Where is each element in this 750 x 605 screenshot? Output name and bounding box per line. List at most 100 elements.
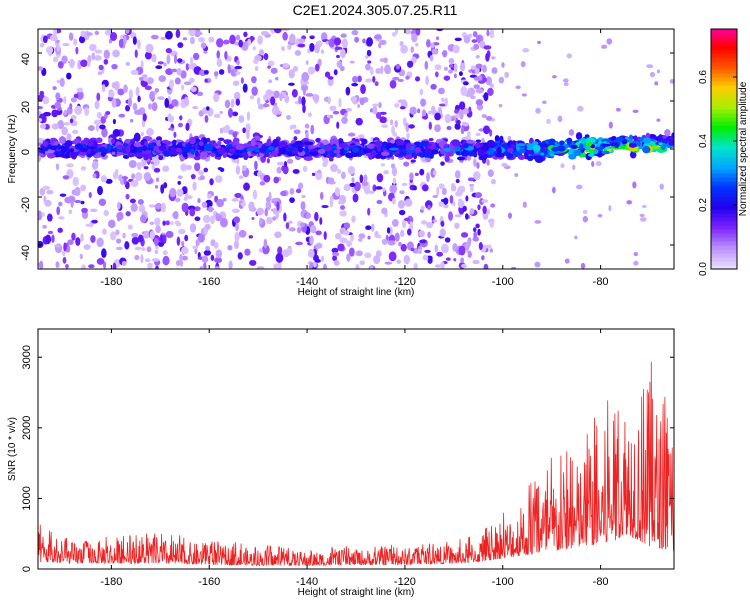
noise-cell (460, 232, 469, 238)
band-cell (568, 147, 575, 154)
noise-cell (482, 205, 487, 215)
noise-cell (289, 33, 296, 44)
band-cell (297, 144, 303, 153)
band-cell (579, 143, 584, 151)
noise-cell (379, 116, 387, 124)
noise-cell (74, 105, 83, 115)
noise-cell (198, 37, 206, 43)
noise-cell (42, 224, 47, 229)
noise-cell (111, 63, 118, 70)
noise-cell (42, 185, 51, 191)
band-cell (147, 153, 152, 159)
band-cell (110, 148, 117, 152)
noise-cell (118, 113, 126, 118)
noise-cell (134, 246, 142, 251)
noise-cell (406, 132, 410, 140)
band-cell (141, 150, 152, 155)
noise-cell (141, 158, 146, 166)
band-cell (163, 150, 171, 157)
x-tick-label: -120 (394, 576, 416, 588)
colorbar-tick-label: 0.0 (698, 262, 709, 276)
noise-cell (101, 128, 108, 138)
band-cell (541, 140, 547, 145)
colorbar-segment (711, 221, 737, 226)
noise-cell (232, 80, 240, 86)
noise-cell (130, 203, 138, 212)
noise-cell (154, 203, 162, 210)
noise-cell (330, 163, 339, 173)
noise-cell (430, 83, 437, 90)
colorbar-segment (711, 93, 737, 98)
band-cell (445, 153, 454, 157)
noise-cell (483, 263, 489, 269)
noise-cell (151, 258, 160, 262)
noise-cell (118, 38, 124, 48)
noise-cell (153, 168, 161, 173)
noise-cell (595, 160, 602, 167)
noise-cell (218, 69, 225, 75)
noise-cell (320, 49, 325, 55)
noise-cell (511, 266, 517, 269)
band-cell (477, 148, 484, 157)
noise-cell (134, 254, 140, 261)
noise-cell (101, 84, 106, 93)
noise-cell (339, 48, 346, 59)
y-tick-label: -20 (20, 197, 32, 213)
band-cell (317, 148, 326, 154)
noise-cell (159, 233, 164, 244)
noise-cell (378, 42, 382, 49)
band-cell (376, 146, 382, 152)
noise-cell (180, 102, 184, 107)
noise-cell (469, 208, 475, 215)
noise-cell (109, 31, 118, 41)
noise-cell (332, 255, 337, 262)
noise-cell (122, 232, 126, 239)
noise-cell (446, 125, 452, 131)
x-tick-label: -180 (100, 576, 122, 588)
noise-cell (263, 174, 271, 183)
noise-cell (293, 129, 301, 135)
noise-cell (366, 37, 373, 47)
noise-cell (367, 235, 371, 240)
noise-cell (52, 86, 57, 91)
noise-cell (272, 216, 277, 221)
noise-cell (431, 48, 439, 55)
colorbar-segment (711, 217, 737, 222)
noise-cell (163, 62, 167, 67)
noise-cell (352, 75, 359, 83)
noise-cell (454, 37, 462, 42)
noise-cell (162, 220, 166, 226)
noise-cell (443, 75, 451, 81)
noise-cell (577, 105, 584, 112)
band-cell (338, 143, 349, 149)
noise-cell (111, 82, 117, 89)
noise-cell (649, 71, 656, 78)
band-cell (188, 136, 196, 145)
spectrogram-panel: -180 -160 -140 -120 -100 -80 -40 -20 0 20 40 Height… (7, 28, 675, 298)
noise-cell (81, 264, 86, 269)
band-cell (420, 140, 430, 147)
noise-cell (219, 167, 225, 172)
noise-cell (141, 247, 146, 251)
noise-cell (199, 175, 205, 181)
band-cell (329, 138, 339, 146)
noise-cell (389, 119, 394, 126)
noise-cell (490, 203, 496, 208)
noise-cell (273, 263, 279, 269)
noise-cell (563, 82, 569, 87)
noise-cell (76, 87, 84, 93)
noise-cell (415, 42, 419, 47)
noise-cell (53, 29, 58, 37)
colorbar-segment (711, 125, 737, 130)
band-cell (86, 139, 94, 147)
noise-cell (63, 96, 67, 104)
noise-cell (376, 199, 383, 205)
noise-cell (327, 76, 334, 80)
noise-cell (534, 261, 541, 268)
noise-cell (454, 214, 462, 218)
band-cell (361, 138, 368, 145)
x-tick-label: -120 (394, 276, 416, 288)
x-tick-label: -140 (296, 276, 318, 288)
noise-cell (309, 42, 315, 52)
